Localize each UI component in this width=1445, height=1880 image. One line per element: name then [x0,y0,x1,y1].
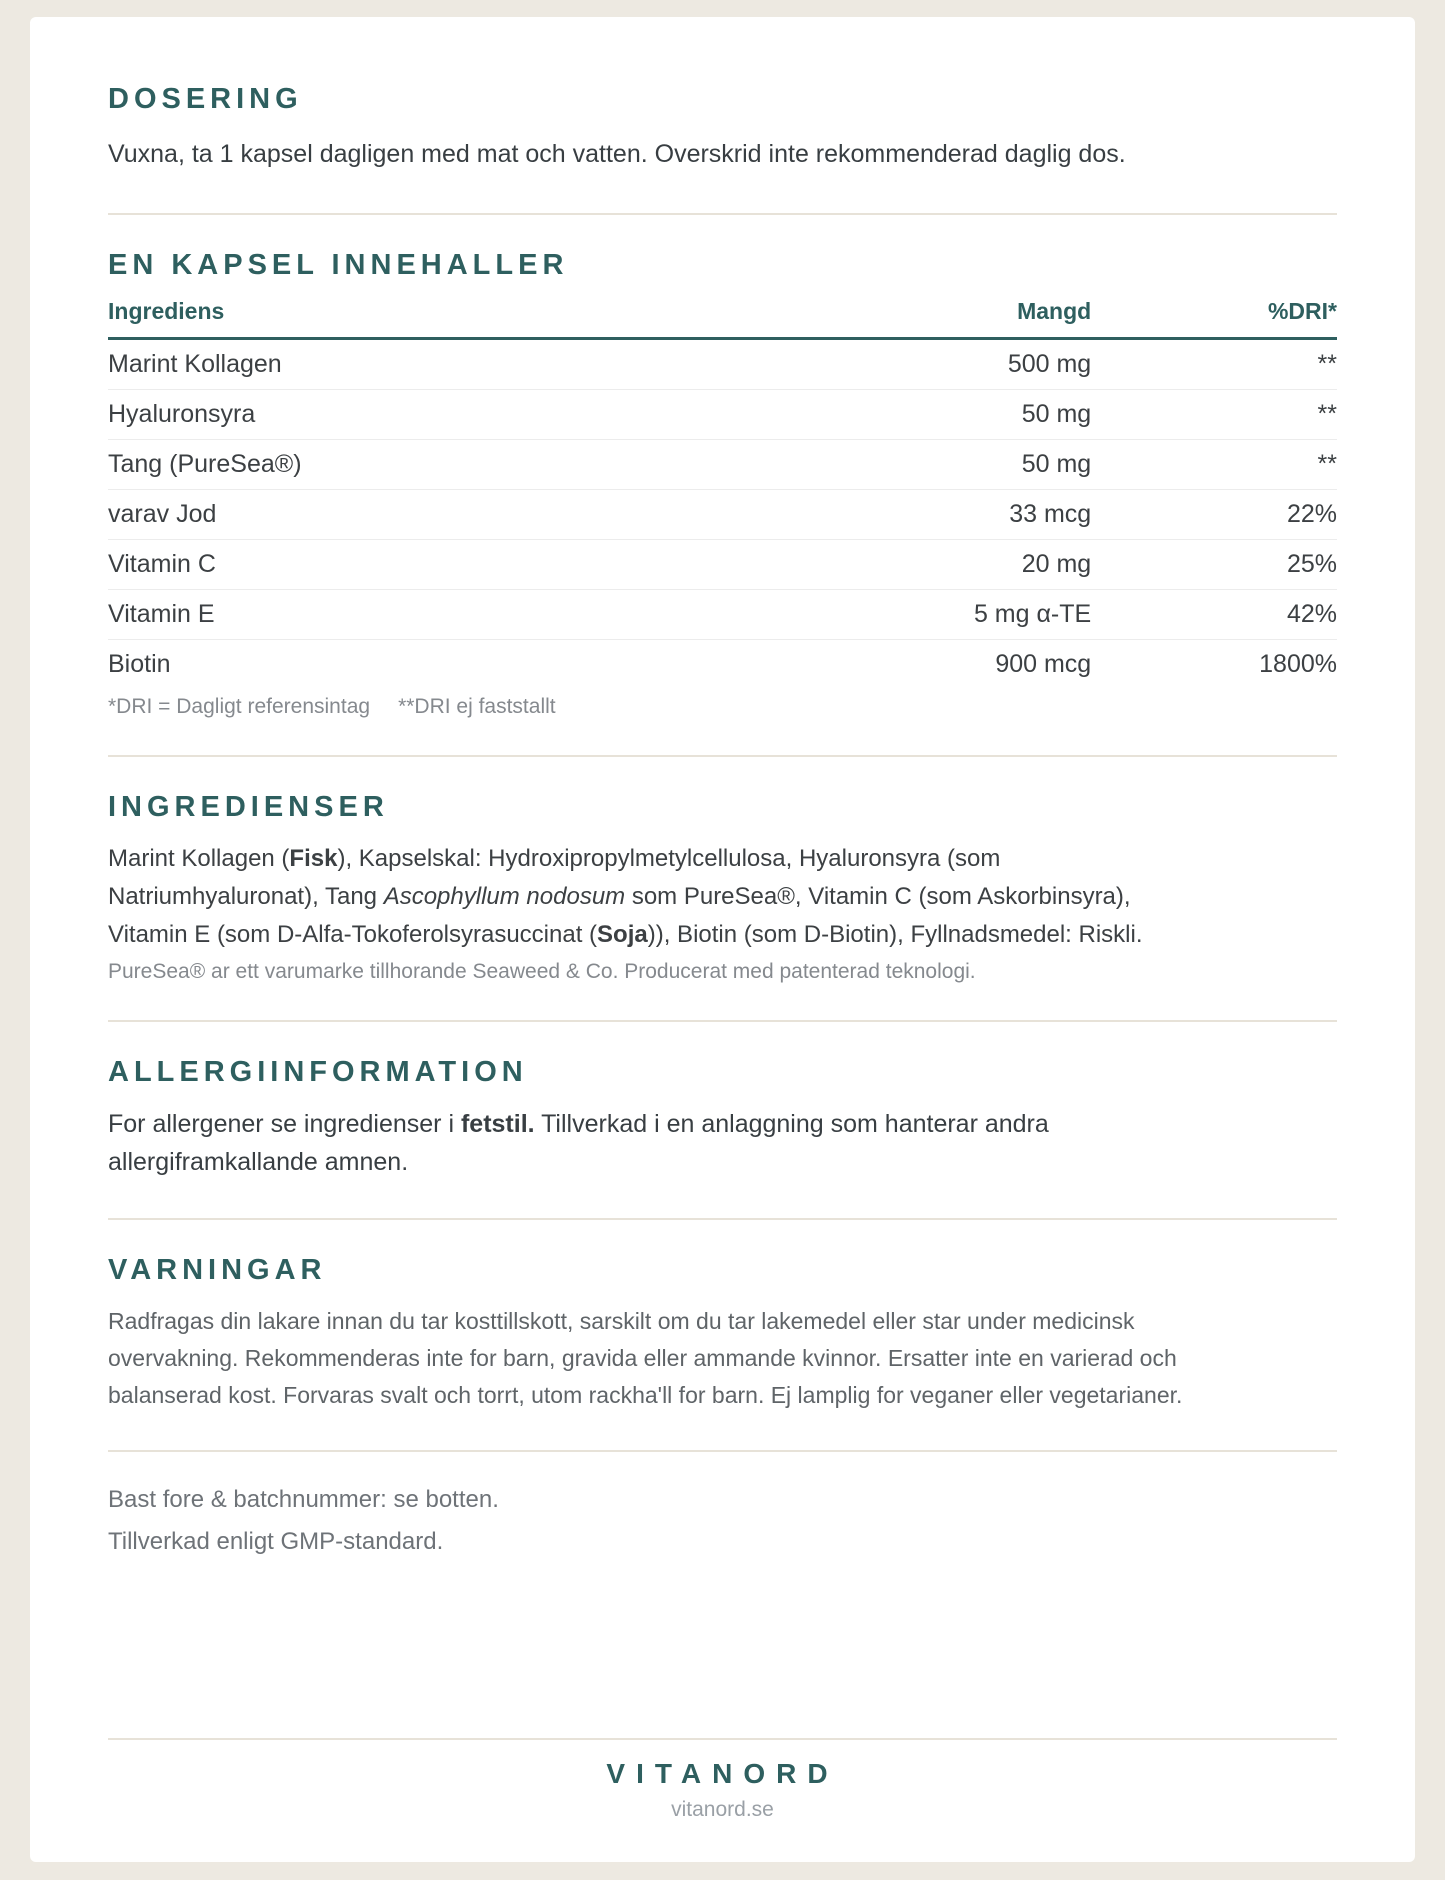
allergi-body: For allergener se ingredienser i fetstil… [108,1105,1108,1183]
trademark-note: PureSea® ar ett varumarke tillhorande Se… [108,959,976,983]
label-footer: VITANORD vitanord.se [108,1737,1337,1822]
footer-divider [108,1737,1337,1740]
empty-space [108,1570,1337,1738]
dri-footnote-right: **DRI ej faststallt [398,695,556,718]
section-dosering: DOSERING Vuxna, ta 1 kapsel dagligen med… [108,83,1337,177]
amount-cell: 900 mcg [995,650,1092,678]
dri-cell: ** [1091,338,1337,390]
dri-footnote-left: *DRI = Dagligt referensintag [108,695,371,718]
table-row: Tang (PureSea®) 50 mg ** [108,439,1337,490]
section-divider [108,1449,1337,1452]
amount-cell: 33 mcg [771,489,1092,540]
dri-footnote: *DRI = Dagligt referensintag **DRI ej fas… [108,695,1337,719]
ingredient-name-cell: Vitamin C [108,539,772,590]
allergen-bold-soja: Soja [597,920,648,948]
text-segment: )), Biotin (som D-Biotin), Fyllnadsmedel… [647,920,1143,948]
dri-cell: ** [1091,439,1337,490]
fetstil-bold: fetstil. [460,1109,535,1138]
section-ingredienser: INGREDIENSER Marint Kollagen (Fisk), Kap… [108,791,1337,984]
dri-cell: 42% [1091,589,1337,640]
kapsel-title: EN KAPSEL INNEHALLER [108,249,569,281]
text-segment: Marint Kollagen ( [108,845,290,872]
gmp-note: Tillverkad enligt GMP-standard. [108,1527,444,1555]
batch-note: Bast fore & batchnummer: se botten. [108,1485,499,1513]
ingredient-name-cell: Marint Kollagen [108,338,772,390]
allergi-title: ALLERGIINFORMATION [108,1055,528,1088]
dri-cell: 22% [1091,489,1337,540]
website-url: vitanord.se [671,1797,774,1821]
ingredient-name-cell-sub: varav Jod [108,489,772,540]
amount-cell: 20 mg [771,539,1092,590]
ingredient-name-cell: Biotin [108,650,171,678]
latin-name-italic: Ascophyllum nodosum [383,882,626,910]
amount-cell: 50 mg [771,439,1092,490]
label-card: DOSERING Vuxna, ta 1 kapsel dagligen med… [30,17,1415,1862]
table-row: Vitamin C 20 mg 25% [108,539,1337,590]
text-segment: Tillverkad i en anlaggning som hanterar … [108,1109,1049,1177]
dri-cell: 25% [1091,539,1337,590]
ingredient-name-cell: Vitamin E [108,589,772,640]
table-row: Marint Kollagen 500 mg ** [108,338,1337,390]
section-varningar: VARNINGAR Radfragas din lakare innan du … [108,1254,1337,1413]
col-header-amount: Mangd [771,298,1092,340]
table-row: Biotin 900 mcg 1800% [108,640,1337,690]
amount-cell: 500 mg [771,338,1092,390]
text-segment: ), Kapselskal: Hydroxipropylmetylcellulo… [108,845,1001,910]
dri-cell: 1800% [1259,650,1337,678]
table-row: varav Jod 33 mcg 22% [108,489,1337,540]
dosering-body: Vuxna, ta 1 kapsel dagligen med mat och … [108,140,1126,168]
section-divider [108,755,1337,757]
col-header-dri: %DRI* [1091,298,1337,340]
text-segment: For allergener se ingredienser i [108,1109,461,1138]
ingredient-name-cell: Tang (PureSea®) [108,439,772,490]
section-divider [108,1218,1337,1221]
section-divider [108,1019,1337,1022]
section-allergi: ALLERGIINFORMATION For allergener se ing… [108,1056,1337,1183]
varningar-body: Radfragas din lakare innan du tar kostti… [108,1308,1183,1408]
ingredienser-body: Marint Kollagen (Fisk), Kapselskal: Hydr… [108,840,1183,954]
ingredienser-title: INGREDIENSER [108,791,389,823]
supplement-table: Ingrediens Mangd %DRI* Marint Kollagen 5… [108,298,1337,689]
col-header-ingredient: Ingrediens [108,298,772,340]
table-row: Hyaluronsyra 50 mg ** [108,389,1337,440]
amount-cell: 5 mg α-TE [771,589,1092,640]
section-storage: Bast fore & batchnummer: se botten. Till… [108,1486,1337,1556]
section-divider [108,213,1337,215]
dri-cell: ** [1091,389,1337,440]
brand-logo: VITANORD [606,1757,839,1789]
dosering-title: DOSERING [108,83,303,115]
section-kapsel-innehaller: EN KAPSEL INNEHALLER Ingrediens Mangd %D… [108,249,1337,719]
allergen-bold-fisk: Fisk [289,845,338,872]
amount-cell: 50 mg [771,389,1092,440]
text-segment: som PureSea®, Vitamin C (som Askorbinsyr… [108,882,1131,948]
table-header-row: Ingrediens Mangd %DRI* [108,298,1337,340]
ingredient-name-cell: Hyaluronsyra [108,389,772,440]
varningar-title: VARNINGAR [108,1254,327,1287]
table-row: Vitamin E 5 mg α-TE 42% [108,589,1337,640]
